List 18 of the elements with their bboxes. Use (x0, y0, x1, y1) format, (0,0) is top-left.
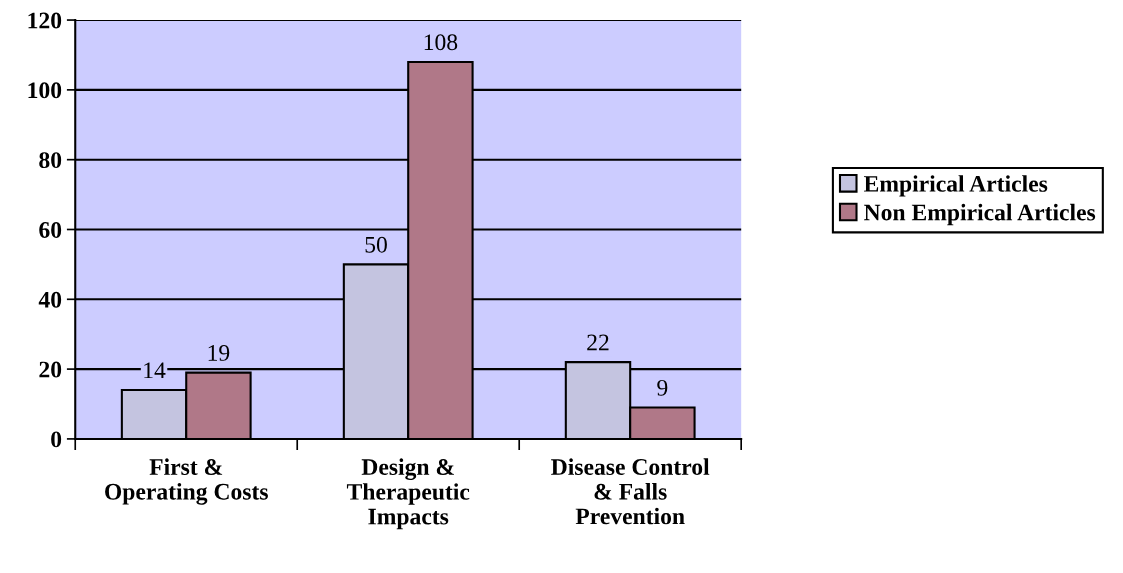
y-tick-label: 40 (38, 291, 62, 308)
x-tick-label: First & Operating Costs (105, 458, 268, 505)
y-tick-label: 20 (39, 361, 62, 378)
legend-label: Empirical Articles (863, 175, 1048, 197)
data-label: 108 (424, 34, 458, 51)
data-label: 19 (208, 344, 230, 361)
x-tick-label: Disease Control & Falls Prevention (551, 458, 710, 525)
y-tick-label: 100 (28, 82, 62, 99)
data-label: 50 (365, 236, 387, 253)
x-tick-label: Design & Therapeutic Impacts (346, 458, 470, 530)
data-label: 9 (657, 379, 668, 396)
y-tick-label: 80 (39, 152, 62, 169)
y-tick-label: 60 (39, 221, 62, 238)
data-label: 14 (144, 362, 166, 379)
legend-label: Non Empirical Articles (864, 203, 1096, 226)
y-tick-label: 0 (51, 431, 62, 448)
y-tick-label: 120 (28, 12, 62, 29)
data-label: 22 (587, 334, 609, 351)
